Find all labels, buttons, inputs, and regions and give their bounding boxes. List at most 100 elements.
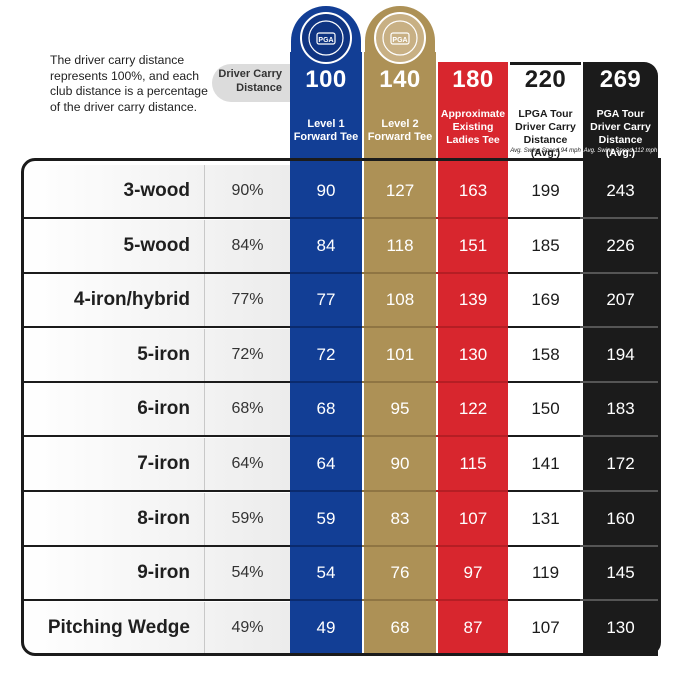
distance-cell-lpga: 131 xyxy=(531,508,560,528)
row-label-background xyxy=(24,438,290,490)
distance-cell-l1: 90 xyxy=(316,181,336,200)
table-row: 9-iron 54% 54 76 97 119 145 xyxy=(24,547,658,602)
club-name: 5-iron xyxy=(137,343,190,365)
row-label-background xyxy=(24,328,290,381)
row-label-background xyxy=(24,274,290,327)
svg-text:PGA: PGA xyxy=(318,37,333,44)
distance-cell-l2: 127 xyxy=(385,181,415,200)
row-divider xyxy=(24,380,658,383)
distance-cell-pga: 243 xyxy=(606,181,635,200)
club-percentage: 49% xyxy=(204,601,290,654)
column-l1: PGA 100 Level 1 Forward Tee xyxy=(290,0,362,656)
intro-text: The driver carry distance represents 100… xyxy=(50,53,208,114)
distance-cell-l1: 72 xyxy=(316,344,336,364)
club-name: 6-iron xyxy=(137,398,190,420)
distance-cell-l2: 108 xyxy=(385,290,415,310)
row-label-background xyxy=(24,492,290,545)
column-label: Level 2 Forward Tee xyxy=(367,118,433,143)
column-driver-carry-value: 220 xyxy=(524,66,567,93)
column-driver-carry-value: 140 xyxy=(379,66,421,93)
club-name: Pitching Wedge xyxy=(47,616,190,638)
pga-logo-icon: PGA xyxy=(300,12,352,64)
distance-cell-pga: 226 xyxy=(606,235,635,255)
table-row: 6-iron 68% 68 95 122 150 183 xyxy=(24,383,658,438)
distance-cell-ladies: 163 xyxy=(458,181,488,200)
distance-cell-l2: 95 xyxy=(390,399,410,419)
distance-cell-pga: 207 xyxy=(606,290,635,310)
distance-cell-l1: 84 xyxy=(316,235,336,255)
pga-logo-icon: PGA xyxy=(374,12,426,64)
distance-cell-l2: 68 xyxy=(390,617,410,637)
distance-cell-l2: 118 xyxy=(386,235,414,255)
column-background xyxy=(290,52,362,656)
column-note: Avg. Swing Speed 94 mph xyxy=(510,148,581,154)
distance-cell-pga: 160 xyxy=(606,508,635,528)
row-label-background xyxy=(24,547,290,600)
distance-cell-l2: 76 xyxy=(390,563,410,583)
table-row: Pitching Wedge 49% 49 68 87 107 130 xyxy=(24,601,658,655)
row-divider xyxy=(24,435,658,438)
distance-cell-lpga: 119 xyxy=(531,563,560,583)
row-label-background xyxy=(24,165,290,217)
distance-cell-pga: 194 xyxy=(606,344,635,364)
column-ladies: 180 Approximate Existing Ladies Tee xyxy=(438,0,508,656)
distance-cell-l2: 83 xyxy=(390,508,410,528)
svg-text:PGA: PGA xyxy=(392,37,407,44)
distance-cell-ladies: 115 xyxy=(459,454,487,473)
column-background xyxy=(583,62,658,656)
column-note: Avg. Swing Speed 112 mph xyxy=(583,148,658,154)
row-divider xyxy=(24,217,658,219)
column-l2: PGA 140 Level 2 Forward Tee xyxy=(364,0,436,656)
distance-cell-l1: 68 xyxy=(316,399,336,419)
distance-cell-ladies: 122 xyxy=(458,399,488,419)
distance-cell-pga: 172 xyxy=(606,454,635,473)
column-driver-carry-value: 180 xyxy=(452,66,494,93)
distance-cell-ladies: 130 xyxy=(458,344,488,364)
distance-cell-ladies: 107 xyxy=(458,508,488,528)
club-name: 3-wood xyxy=(123,180,191,201)
club-percentage: 64% xyxy=(204,438,290,490)
column-driver-carry-value: 269 xyxy=(599,66,642,93)
pga-badge: PGA xyxy=(291,6,361,76)
pga-badge: PGA xyxy=(365,6,435,76)
table-row: 7-iron 64% 64 90 115 141 172 xyxy=(24,438,658,492)
row-label-background xyxy=(24,601,290,654)
column-pga: 269 PGA Tour Driver Carry Distance (Avg.)… xyxy=(583,0,658,656)
row-divider xyxy=(24,326,658,329)
club-name: 7-iron xyxy=(137,453,190,474)
club-name: 8-iron xyxy=(137,507,190,529)
row-divider xyxy=(24,544,658,547)
club-percentage: 77% xyxy=(204,274,290,327)
table-row: 5-wood 84% 84 118 151 185 226 xyxy=(24,219,658,274)
distance-cell-lpga: 199 xyxy=(531,181,560,200)
club-name: 4-iron/hybrid xyxy=(73,289,190,311)
club-name: 9-iron xyxy=(137,562,190,584)
distance-cell-lpga: 185 xyxy=(531,235,560,255)
column-label: LPGA Tour Driver Carry Distance (Avg.) xyxy=(515,108,576,159)
column-background xyxy=(510,62,581,656)
club-percentage: 72% xyxy=(204,328,290,381)
row-label-background xyxy=(24,383,290,436)
distance-cell-l1: 49 xyxy=(316,617,336,637)
distance-cell-ladies: 139 xyxy=(458,290,488,310)
table-row: 5-iron 72% 72 101 130 158 194 xyxy=(24,328,658,383)
distance-cell-l1: 59 xyxy=(316,508,336,528)
row-divider xyxy=(24,490,658,492)
column-lpga: 220 LPGA Tour Driver Carry Distance (Avg.… xyxy=(510,0,581,656)
row-divider xyxy=(24,271,658,274)
table-row: 3-wood 90% 90 127 163 199 243 xyxy=(24,165,658,219)
driver-carry-pill xyxy=(212,64,292,102)
club-name: 5-wood xyxy=(123,234,191,256)
distance-cell-l2: 101 xyxy=(385,344,415,364)
distance-cell-l1: 64 xyxy=(316,454,336,473)
column-background xyxy=(438,62,508,656)
distance-cell-ladies: 97 xyxy=(463,563,483,583)
column-label: Approximate Existing Ladies Tee xyxy=(440,108,506,146)
table-row: 4-iron/hybrid 77% 77 108 139 169 207 xyxy=(24,274,658,329)
row-divider xyxy=(24,599,658,602)
distance-cell-lpga: 169 xyxy=(531,290,560,310)
club-percentage: 54% xyxy=(204,547,290,600)
distance-cell-lpga: 158 xyxy=(531,344,560,364)
column-label: PGA Tour Driver Carry Distance (Avg.) xyxy=(590,108,651,159)
table-row: 8-iron 59% 59 83 107 131 160 xyxy=(24,492,658,547)
